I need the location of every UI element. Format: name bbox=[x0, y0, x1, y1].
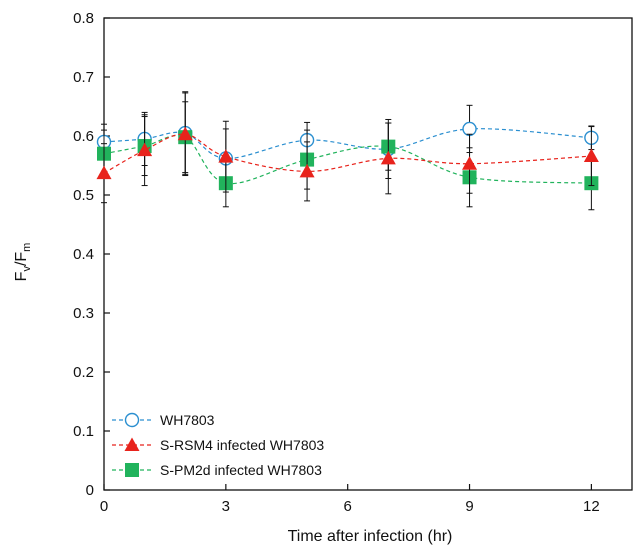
legend: WH7803 S-RSM4 infected WH7803 S-PM2d infec… bbox=[112, 412, 324, 478]
y-tick-label: 0.2 bbox=[73, 364, 94, 381]
legend-item: S-RSM4 infected WH7803 bbox=[112, 437, 324, 453]
series-layer bbox=[96, 91, 599, 211]
legend-marker bbox=[124, 437, 140, 451]
data-point bbox=[462, 156, 478, 170]
y-tick-label: 0.5 bbox=[73, 187, 94, 204]
x-tick-label: 0 bbox=[100, 498, 108, 515]
y-tick-label: 0.1 bbox=[73, 423, 94, 440]
legend-marker bbox=[124, 412, 140, 428]
data-point bbox=[299, 163, 315, 178]
data-point bbox=[380, 150, 396, 165]
legend-label: S-RSM4 infected WH7803 bbox=[160, 437, 324, 453]
data-point bbox=[177, 126, 193, 141]
y-tick-label: 0.7 bbox=[73, 69, 94, 86]
y-tick-label: 0.3 bbox=[73, 305, 94, 322]
series-0 bbox=[96, 91, 599, 189]
y-axis-title-main: F bbox=[13, 271, 30, 281]
y-axis-title-sub-v: v bbox=[21, 266, 33, 272]
data-point bbox=[218, 149, 234, 163]
axes: 0 0.1 0.2 0.3 0.4 0.5 0.6 0.7 0.8 0 3 6 9 12 bbox=[73, 10, 633, 515]
y-tick-label: 0.8 bbox=[73, 10, 94, 27]
series-line bbox=[103, 133, 592, 174]
x-tick-label: 12 bbox=[583, 498, 600, 515]
y-tick-label: 0.4 bbox=[73, 246, 94, 263]
x-tick-label: 9 bbox=[465, 498, 473, 515]
legend-label: WH7803 bbox=[160, 412, 215, 428]
series-line bbox=[103, 134, 592, 185]
series-2 bbox=[97, 101, 599, 211]
y-axis-title: Fv/Fm bbox=[13, 243, 33, 282]
y-tick-label: 0 bbox=[86, 482, 94, 499]
data-point bbox=[462, 121, 477, 137]
x-tick-label: 3 bbox=[222, 498, 230, 515]
data-point bbox=[96, 165, 112, 180]
y-axis-title-sub-m: m bbox=[21, 243, 33, 252]
series-1 bbox=[96, 92, 599, 204]
x-axis-title: Time after infection (hr) bbox=[288, 528, 453, 545]
y-axis-title-slash: /F bbox=[13, 252, 30, 266]
y-tick-label: 0.6 bbox=[73, 128, 94, 145]
legend-marker bbox=[125, 463, 139, 477]
legend-label: S-PM2d infected WH7803 bbox=[160, 462, 322, 478]
series-line bbox=[103, 128, 592, 160]
data-point bbox=[137, 142, 153, 157]
legend-item: S-PM2d infected WH7803 bbox=[112, 462, 322, 478]
data-point bbox=[583, 148, 599, 163]
legend-item: WH7803 bbox=[112, 412, 215, 428]
x-tick-label: 6 bbox=[344, 498, 352, 515]
